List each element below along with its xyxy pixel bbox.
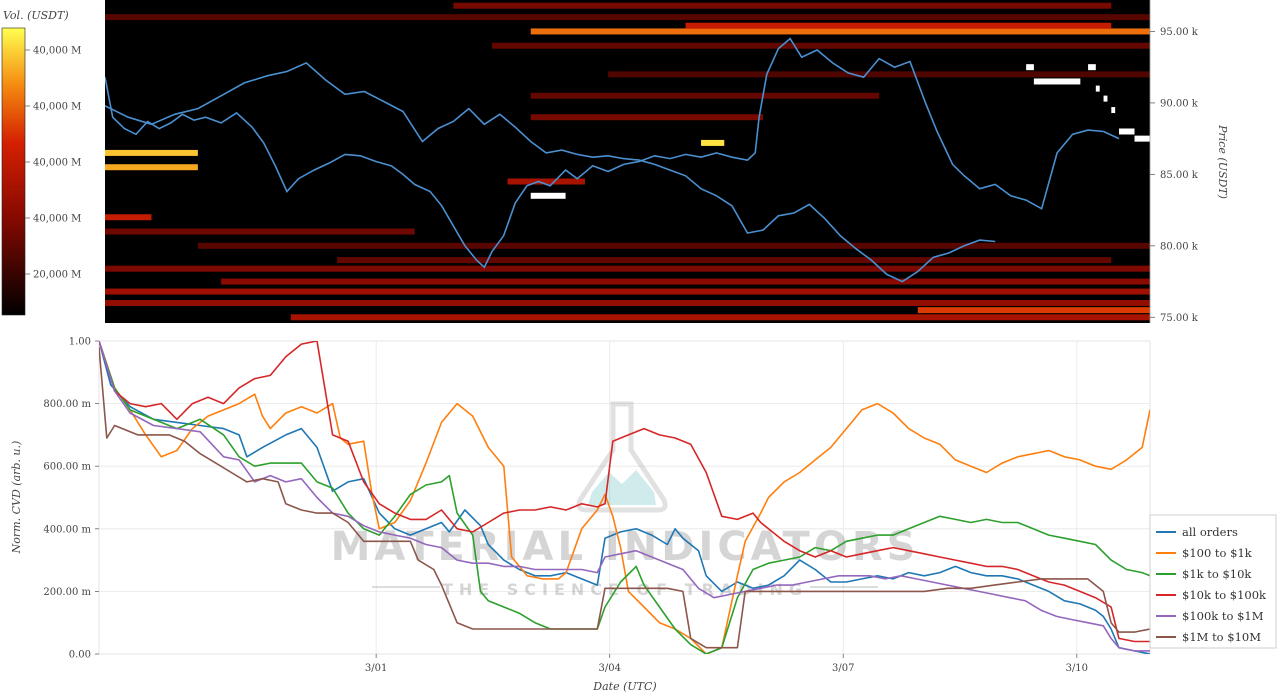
price-marker-4	[1095, 85, 1100, 92]
cvd-y-tick: 200.00 m	[43, 587, 91, 598]
cvd-series-1	[99, 341, 1150, 654]
heatmap-panel: 75.00 k 80.00 k 85.00 k 90.00 k 95.00 k Pric…	[105, 0, 1229, 324]
heatmap-band-17	[492, 42, 1150, 49]
cvd-series-4	[99, 341, 1150, 652]
heatmap-band-8	[105, 228, 415, 235]
heatmap-band-18	[530, 28, 1150, 35]
heatmap-y-tick: 75.00 k	[1160, 313, 1199, 324]
watermark-subtitle: THE SCIENCE OF TRADING	[442, 580, 808, 599]
heatmap-band-21	[453, 2, 1112, 9]
cvd-series-2	[99, 341, 1150, 654]
legend: all orders $100 to $1k $1k to $10k $10k to …	[1149, 514, 1277, 649]
heatmap-y-tick: 95.00 k	[1160, 27, 1199, 38]
heatmap-band-14	[530, 114, 763, 121]
cvd-panel: MATERIAL INDICATORS THE SCIENCE OF TRADI…	[10, 337, 1277, 693]
price-marker-6	[1111, 107, 1116, 114]
heatmap-band-16	[608, 71, 1150, 78]
legend-item-3: $10k to $100k	[1182, 588, 1267, 602]
cvd-series-0	[99, 341, 1150, 654]
heatmap-band-15	[530, 92, 880, 99]
flask-icon	[576, 401, 668, 513]
colorbar-label: Vol. (USDT)	[3, 9, 69, 22]
cvd-y-tick: 0.00	[69, 650, 91, 661]
cvd-x-label: Date (UTC)	[592, 680, 656, 693]
legend-item-4: $100k to $1M	[1182, 609, 1264, 623]
cvd-x-tick: 3/10	[1066, 663, 1088, 674]
colorbar-tick: 20,000 M	[33, 270, 81, 281]
cvd-series-5	[99, 347, 1150, 649]
heatmap-band-3	[105, 288, 1150, 295]
colorbar-tick: 40,000 M	[33, 46, 81, 57]
heatmap-band-6	[337, 257, 1112, 264]
legend-item-2: $1k to $10k	[1182, 567, 1252, 581]
cvd-x-tick: 3/07	[832, 663, 854, 674]
heatmap-y-tick: 85.00 k	[1160, 170, 1199, 181]
legend-item-5: $1M to $10M	[1182, 630, 1261, 644]
heatmap-y-tick: 80.00 k	[1160, 241, 1199, 252]
heatmap-band-7	[197, 242, 1150, 249]
heatmap-band-12	[105, 149, 198, 156]
cvd-x-tick: 3/04	[598, 663, 620, 674]
heatmap-band-9	[105, 214, 152, 221]
legend-box	[1149, 514, 1277, 649]
price-line-1	[105, 61, 996, 283]
colorbar-tick: 40,000 M	[33, 214, 81, 225]
cvd-y-label: Norm. CVD (arb. u.)	[10, 441, 23, 555]
price-marker-7	[1119, 128, 1135, 135]
heatmap-band-13	[701, 139, 725, 146]
heatmap-y-label: Price (USDT)	[1216, 124, 1229, 199]
heatmap-band-4	[221, 278, 1150, 285]
colorbar-tick: 40,000 M	[33, 102, 81, 113]
cvd-y-tick: 400.00 m	[43, 524, 91, 535]
price-line-0	[105, 37, 1120, 269]
heatmap-band-20	[105, 14, 1150, 21]
cvd-y-tick: 600.00 m	[43, 462, 91, 473]
legend-item-1: $100 to $1k	[1182, 546, 1253, 560]
heatmap-band-2	[105, 299, 1150, 306]
colorbar: Vol. (USDT) 20,000 M 40,000 M 40,000 M 40,0…	[1, 9, 81, 316]
price-marker-2	[1033, 78, 1081, 85]
colorbar-gradient	[1, 27, 26, 316]
heatmap-band-0	[290, 314, 1150, 321]
heatmap-band-11	[105, 164, 198, 171]
price-marker-5	[1103, 95, 1108, 102]
legend-item-0: all orders	[1182, 525, 1238, 539]
cvd-x-tick: 3/01	[365, 663, 387, 674]
cvd-plot-area	[98, 340, 1151, 655]
cvd-y-tick: 800.00 m	[43, 399, 91, 410]
heatmap-band-10	[507, 178, 585, 185]
heatmap-band-19	[685, 22, 1112, 29]
colorbar-tick: 40,000 M	[33, 158, 81, 169]
price-marker-0	[530, 192, 566, 199]
heatmap-band-1	[917, 307, 1150, 314]
heatmap-y-tick: 90.00 k	[1160, 98, 1199, 109]
price-marker-3	[1088, 64, 1096, 71]
heatmap-band-5	[105, 265, 1150, 272]
price-marker-1	[1026, 64, 1034, 71]
cvd-y-tick: 1.00	[69, 337, 91, 348]
price-marker-8	[1134, 135, 1150, 142]
cvd-series-3	[99, 341, 1150, 643]
